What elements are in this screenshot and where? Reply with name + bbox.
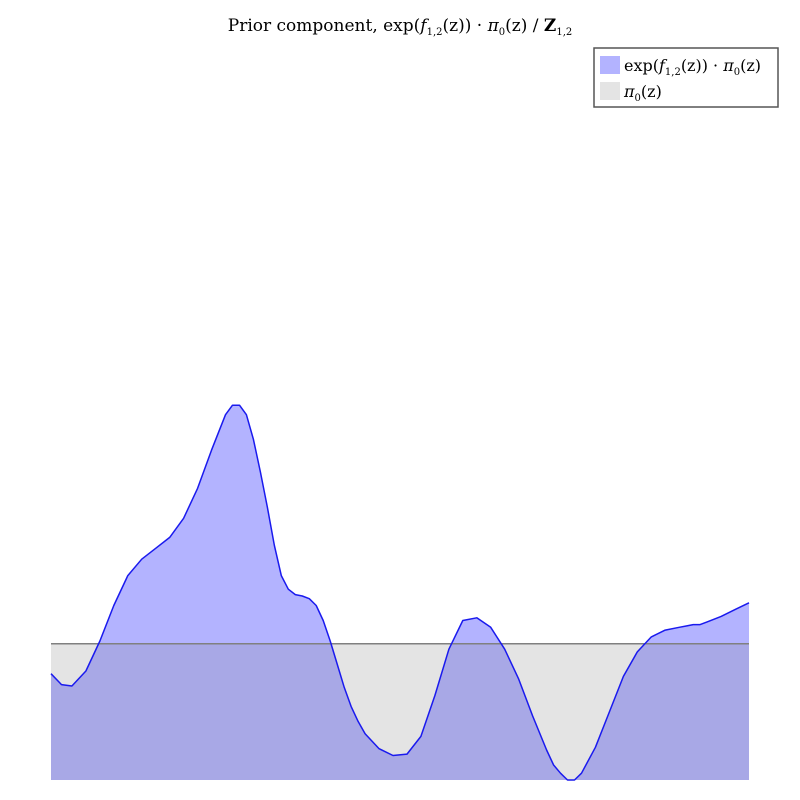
line-prior-component [50, 404, 750, 781]
legend0-pi-sub: 0 [734, 67, 740, 78]
title-lead: Prior component, [228, 16, 383, 36]
legend0-pi: π [722, 56, 734, 75]
legend0-exp-open: exp( [624, 56, 659, 75]
legend1-pi: π [623, 82, 635, 101]
legend-frame [593, 47, 779, 108]
title-pi-arg: (z) / [505, 16, 544, 36]
title-pi: π [487, 16, 500, 36]
title-f-arg: (z)) · [443, 16, 488, 36]
legend: exp(f1,2(z)) · π0(z) π0(z) [593, 47, 779, 108]
title-Z-sub: 1,2 [556, 27, 572, 38]
legend0-pi-arg: (z) [740, 56, 761, 75]
title-exp-open: exp( [383, 16, 420, 36]
legend-swatch-base-prior [600, 82, 620, 100]
title-f-sub: 1,2 [427, 27, 443, 38]
legend-label-prior-component: exp(f1,2(z)) · π0(z) [624, 56, 761, 78]
legend-swatch-prior-component [600, 56, 620, 74]
title-f: f [418, 16, 429, 36]
legend0-f-arg: (z)) · [681, 56, 723, 75]
title-Z: Z [544, 16, 556, 36]
legend1-pi-sub: 0 [635, 93, 641, 104]
title-pi-sub: 0 [499, 27, 505, 38]
plot-area [50, 404, 750, 781]
legend0-f-sub: 1,2 [665, 67, 681, 78]
legend1-pi-arg: (z) [641, 82, 662, 101]
chart-title: Prior component, exp(f1,2(z)) · π0(z) / … [228, 16, 572, 38]
legend-label-base-prior: π0(z) [623, 82, 662, 104]
legend0-f: f [658, 56, 668, 75]
